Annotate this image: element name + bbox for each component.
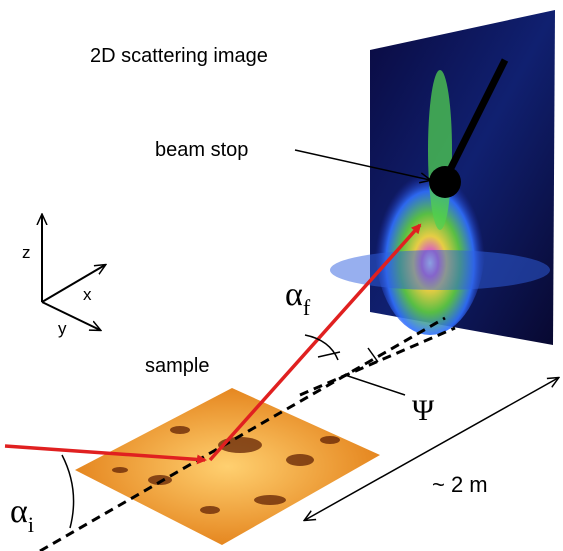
alpha-f-label: αf (285, 276, 311, 320)
alpha-f-symbol: α (285, 276, 303, 313)
axis-y-label: y (58, 319, 67, 338)
beam-stop (429, 166, 461, 198)
alpha-i-arc (62, 455, 74, 528)
alpha-i-label: αi (10, 493, 34, 537)
scatter-halo (330, 250, 550, 290)
sample-surface (75, 388, 380, 545)
detector-label: 2D scattering image (90, 45, 268, 67)
axis-z-label: z (22, 243, 31, 262)
psi-pointer (345, 375, 405, 395)
scatter-rod (428, 70, 452, 230)
axis-x-label: x (83, 285, 92, 304)
alpha-i-symbol: α (10, 493, 28, 530)
distance-label: ~ 2 m (432, 472, 488, 497)
axis-x (42, 265, 105, 302)
alpha-i-subscript: i (28, 512, 34, 537)
beam-stop-label: beam stop (155, 139, 248, 161)
psi-label: Ψ (412, 394, 435, 427)
sample-label: sample (145, 355, 209, 377)
alpha-f-subscript: f (303, 295, 311, 320)
axis-y (42, 302, 100, 330)
scattered-beam (210, 225, 420, 460)
gisaxs-diagram: 2D scattering image beam stop z x y samp… (0, 0, 563, 551)
